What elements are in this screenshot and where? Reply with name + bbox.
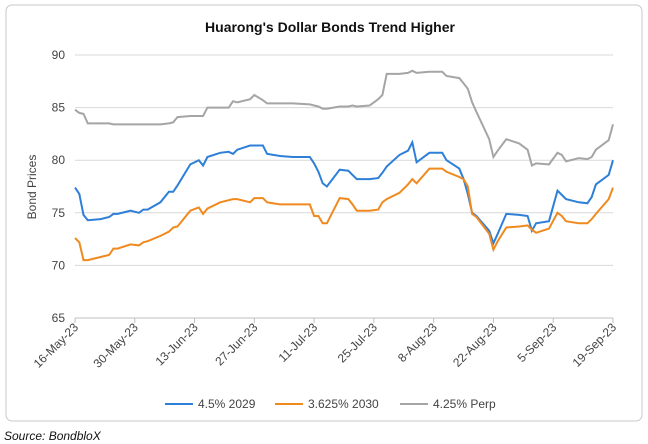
legend-label: 3.625% 2030 [308,397,379,411]
y-tick-label: 70 [52,258,66,272]
y-tick-label: 80 [52,153,66,167]
legend-label: 4.5% 2029 [198,397,256,411]
y-tick-label: 90 [52,48,66,62]
legend-label: 4.25% Perp [433,397,496,411]
chart-title: Huarong's Dollar Bonds Trend Higher [205,19,455,35]
line-series [74,167,614,262]
source: Source: BondbloX [4,429,102,443]
y-tick-label: 75 [52,206,66,220]
line-series [74,139,614,247]
y-tick-label: 65 [52,311,66,325]
line-series [74,69,614,167]
y-tick-label: 85 [52,101,66,115]
y-axis-label: Bond Prices [25,155,39,220]
